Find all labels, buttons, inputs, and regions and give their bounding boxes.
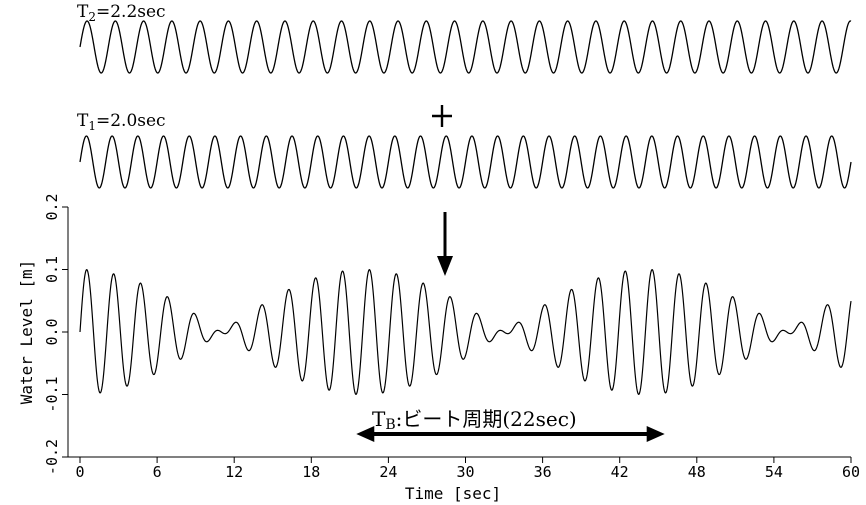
t2-wave-line [79, 20, 852, 74]
y-tick-label: -0.2 [43, 439, 61, 475]
y-tick-label: 0.2 [43, 193, 61, 220]
y-tick-label: -0.1 [43, 376, 61, 412]
down-arrow-icon [437, 212, 453, 276]
beat-arrow-head-right [646, 426, 665, 442]
beat-period-label: TB:ビート周期(22sec) [372, 407, 577, 433]
beat-period-arrow [356, 426, 665, 442]
x-tick-label: 48 [688, 463, 706, 481]
beat-arrow-head-left [356, 426, 375, 442]
y-axis-label: Water Level [m] [17, 260, 36, 405]
x-tick-label: 24 [379, 463, 397, 481]
x-tick-label: 54 [765, 463, 783, 481]
x-tick-label: 6 [153, 463, 162, 481]
x-tick-label: 60 [842, 463, 860, 481]
t1-label: T1=2.0sec [77, 111, 166, 133]
y-tick-label: 0.0 [43, 318, 61, 345]
x-axis-label: Time [sec] [405, 484, 501, 503]
combined-wave-line [79, 269, 852, 395]
x-ticks: 0 6 12 18 24 30 36 42 48 54 60 [75, 457, 860, 481]
t1-wave-line [79, 135, 852, 189]
x-tick-label: 36 [534, 463, 552, 481]
x-tick-label: 42 [611, 463, 629, 481]
x-tick-label: 18 [302, 463, 320, 481]
y-tick-label: 0.1 [43, 256, 61, 283]
plus-icon [432, 105, 452, 127]
t2-label: T2=2.2sec [77, 2, 166, 24]
x-tick-label: 12 [225, 463, 243, 481]
y-ticks: -0.2 -0.1 0.0 0.1 0.2 [43, 193, 68, 475]
x-tick-label: 0 [75, 463, 84, 481]
combined-wave-chart: -0.2 -0.1 0.0 0.1 0.2 0 6 12 18 24 30 36 42 48 54 60 W… [17, 193, 860, 503]
x-tick-label: 30 [456, 463, 474, 481]
